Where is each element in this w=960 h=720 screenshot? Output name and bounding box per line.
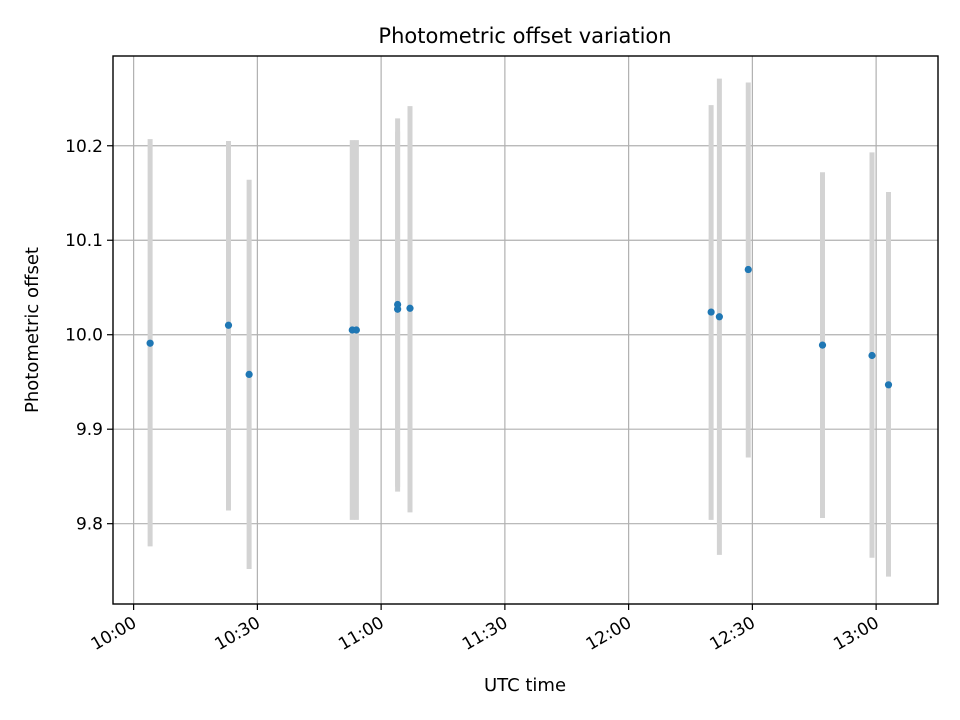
- x-tick-label: 12:30: [706, 613, 758, 655]
- x-tick-label: 12:00: [583, 613, 635, 655]
- data-point: [868, 351, 876, 360]
- data-point: [146, 339, 154, 347]
- data-point: [715, 313, 723, 321]
- data-point: [394, 305, 402, 313]
- data-point: [818, 341, 827, 349]
- data-point: [352, 326, 360, 334]
- data-point: [245, 370, 253, 379]
- errorbar-layer: [147, 78, 891, 577]
- data-point: [744, 265, 752, 274]
- x-axis-label: UTC time: [484, 675, 566, 696]
- y-tick-label: 10.1: [65, 231, 103, 251]
- plot-frame: [112, 55, 939, 605]
- x-tick-label: 10:30: [211, 613, 263, 655]
- x-tick-label: 10:00: [88, 613, 140, 655]
- chart-title: Photometric offset variation: [378, 24, 671, 48]
- grid-layer: [113, 56, 938, 604]
- y-axis-label: Photometric offset: [22, 247, 43, 413]
- x-tick-label: 11:00: [335, 613, 387, 655]
- point-layer: [146, 265, 893, 389]
- y-tick-label: 9.8: [76, 515, 103, 535]
- data-point: [224, 321, 233, 329]
- data-point: [406, 304, 414, 312]
- y-tick-label: 10.0: [65, 326, 103, 346]
- data-point: [884, 381, 893, 389]
- y-tick-label: 10.2: [65, 137, 103, 157]
- x-tick-label: 11:30: [459, 613, 511, 655]
- data-point: [707, 308, 715, 316]
- tick-layer: 10:00 10:30 11:00 11:30 12:00 12:30 13:00 9.8 9.…: [65, 137, 882, 655]
- x-tick-label: 13:00: [830, 613, 882, 655]
- y-tick-label: 9.9: [76, 420, 103, 440]
